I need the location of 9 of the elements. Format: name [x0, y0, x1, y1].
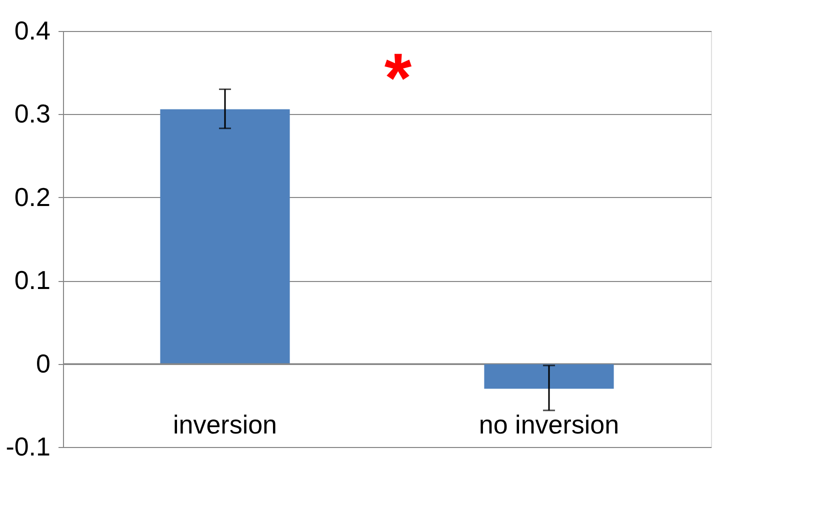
y-tick-label: 0.4 [14, 16, 50, 46]
annotation: * [384, 39, 412, 117]
x-tick-label: no inversion [478, 410, 620, 440]
y-tick-label: 0.1 [14, 265, 50, 296]
y-tick-label: 0.3 [14, 98, 50, 129]
y-tick-label: 0.2 [14, 182, 50, 212]
y-tick-label: -0.1 [6, 432, 50, 462]
y-tick-label: 0 [36, 348, 50, 378]
x-tick-label: inversion [172, 410, 278, 440]
